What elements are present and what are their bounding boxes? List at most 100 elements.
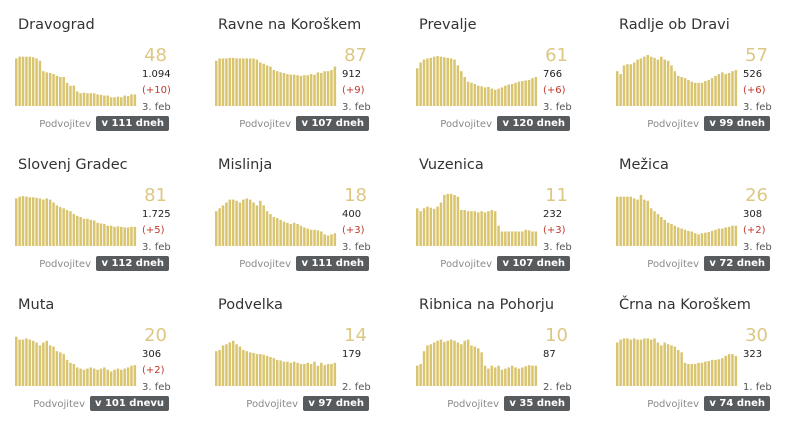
daily-cases-bar	[453, 59, 456, 106]
daily-cases-bar	[446, 57, 449, 106]
daily-cases-bar	[320, 362, 323, 386]
daily-cases-bar	[470, 345, 473, 386]
daily-cases-bar	[86, 218, 89, 246]
total-cases-count: 87	[543, 349, 556, 360]
doubling-badge: v 111 dneh	[96, 116, 169, 131]
daily-cases-bar	[507, 367, 510, 386]
daily-cases-bar	[500, 231, 504, 246]
municipality-card: Dravograd 48 1.094 (+10) 3. feb Podvojitev v 1…	[15, 13, 175, 133]
last-update-date: 3. feb	[543, 242, 572, 253]
daily-cases-bar	[507, 84, 510, 106]
new-cases-delta: (+9)	[342, 85, 365, 96]
daily-cases-bar	[126, 227, 130, 246]
daily-cases-bar	[666, 60, 670, 106]
daily-cases-bar	[436, 206, 439, 246]
daily-cases-bar	[490, 88, 494, 106]
daily-cases-bar	[238, 202, 242, 246]
daily-cases-bar	[92, 93, 96, 106]
daily-cases-bar	[215, 60, 218, 106]
daily-cases-bar	[731, 354, 734, 386]
daily-cases-bar	[323, 71, 326, 106]
daily-cases-bar	[426, 206, 429, 246]
daily-cases-bar	[113, 226, 116, 246]
daily-cases-bar	[252, 202, 255, 246]
total-cases-count: 1.725	[142, 209, 171, 220]
daily-cases-bar	[629, 64, 633, 106]
daily-cases-bar	[238, 346, 242, 386]
daily-cases-bar	[221, 205, 225, 246]
daily-cases-bar	[643, 199, 646, 246]
daily-cases-bar	[265, 65, 269, 106]
daily-cases-bar	[456, 196, 460, 246]
daily-cases-bar	[677, 75, 680, 106]
daily-cases-bar	[31, 197, 35, 246]
daily-cases-bar	[653, 338, 656, 386]
daily-cases-bar	[130, 94, 133, 106]
daily-cases-bar	[25, 338, 28, 386]
daily-cases-bar	[113, 97, 116, 106]
daily-cases-bar	[21, 56, 25, 106]
daily-cases-bar	[490, 210, 494, 246]
municipality-card: Mežica 26 308 (+2) 3. feb Podvojitev v 72 dneh	[616, 153, 776, 273]
daily-cases-bar	[109, 225, 113, 246]
daily-cases-bar	[690, 81, 694, 106]
daily-cases-bar	[218, 208, 221, 246]
daily-cases-bar	[619, 339, 622, 386]
daily-cases-bar	[262, 354, 265, 386]
daily-cases-bar	[649, 56, 653, 106]
daily-cases-bar	[313, 229, 316, 246]
daily-cases-bar	[527, 79, 531, 106]
daily-cases-bar	[443, 57, 446, 106]
daily-cases-bar	[483, 365, 487, 386]
new-cases-delta: (+10)	[142, 85, 171, 96]
total-cases-count: 323	[743, 349, 763, 360]
municipality-card: Mislinja 18 400 (+3) 3. feb Podvojitev v 111 d…	[215, 153, 375, 273]
active-cases-count: 14	[344, 325, 367, 346]
daily-cases-bar	[303, 227, 306, 246]
doubling-badge: v 35 dneh	[504, 396, 570, 411]
daily-cases-bar	[133, 94, 137, 106]
daily-cases-bar	[99, 223, 103, 246]
daily-cases-bar	[316, 365, 320, 386]
daily-cases-bar	[439, 339, 443, 386]
daily-cases-bar	[265, 355, 269, 386]
doubling-badge: v 74 dneh	[704, 396, 770, 411]
daily-cases-bar	[422, 59, 426, 106]
daily-cases-bar	[309, 229, 313, 246]
daily-cases-bar	[683, 229, 687, 246]
daily-cases-bar	[18, 56, 21, 106]
daily-cases-bar	[99, 368, 103, 386]
last-update-date: 3. feb	[142, 102, 171, 113]
daily-cases-bar	[31, 340, 35, 386]
daily-cases-bar	[449, 58, 453, 106]
daily-cases-bar	[653, 57, 656, 106]
daily-cases-bar	[622, 65, 626, 106]
daily-cases-bar	[252, 58, 255, 106]
daily-cases-bar	[717, 74, 721, 106]
daily-cases-bar	[480, 86, 483, 106]
daily-cases-bar	[123, 227, 126, 246]
daily-cases-bar	[62, 208, 65, 246]
daily-cases-bar	[276, 218, 279, 246]
daily-cases-bar	[707, 232, 710, 246]
daily-cases-bar	[326, 235, 330, 246]
daily-cases-bar	[45, 340, 48, 386]
doubling-badge: v 99 dneh	[704, 116, 770, 131]
daily-cases-bar	[48, 72, 52, 106]
daily-cases-bar	[242, 199, 245, 246]
daily-cases-bar	[99, 94, 103, 106]
doubling-label: Podvojitev	[647, 259, 699, 270]
daily-cases-bar	[524, 366, 527, 386]
daily-cases-bar	[96, 94, 99, 106]
daily-cases-bar	[666, 344, 670, 386]
doubling-badge: v 111 dneh	[296, 256, 369, 271]
daily-cases-bar	[527, 365, 531, 386]
daily-cases-bar	[45, 72, 48, 106]
daily-cases-bar	[497, 225, 500, 246]
daily-cases-bar	[235, 200, 238, 246]
daily-cases-bar	[55, 205, 59, 246]
sparkline-bar-chart	[15, 336, 137, 386]
daily-cases-bar	[724, 74, 727, 106]
daily-cases-bar	[432, 208, 436, 246]
daily-cases-bar	[330, 234, 333, 246]
